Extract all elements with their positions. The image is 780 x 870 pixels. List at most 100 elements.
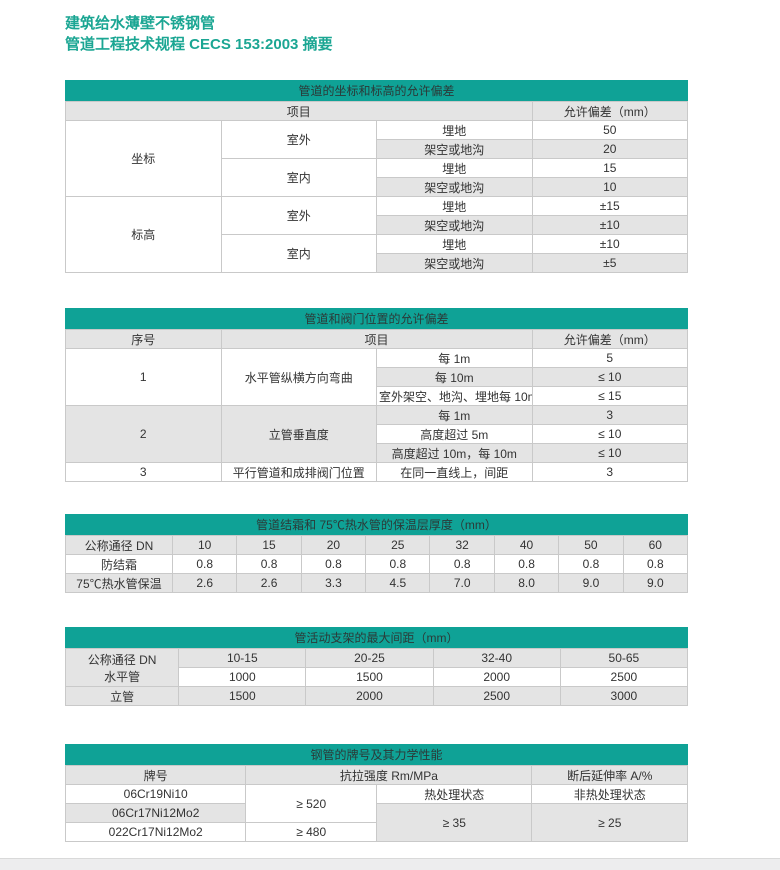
table3-hot-value: 3.3 — [300, 573, 367, 593]
table3-dn: 15 — [236, 535, 302, 555]
table1-indoor-label: 室内 — [220, 158, 377, 197]
table5-header-grade: 牌号 — [64, 765, 247, 785]
table1-value: 50 — [531, 120, 688, 140]
table5-title: 钢管的牌号及其力学性能 — [65, 744, 688, 765]
table2-header-item: 项目 — [220, 329, 533, 349]
table4-horizontal-value: 1000 — [178, 667, 307, 687]
table5-elongation-non-heat: ≥ 25 — [531, 803, 688, 842]
table2-header-no: 序号 — [65, 329, 222, 349]
table1-buried-label: 埋地 — [376, 120, 533, 140]
table2-row1-value: ≤ 10 — [531, 367, 688, 387]
table4-horizontal-value: 1500 — [305, 667, 434, 687]
table2-row2-no: 2 — [65, 405, 222, 463]
table-row: 架空或地沟 ±5 — [66, 253, 688, 273]
table1-group-coordinate: 坐标 — [65, 120, 222, 197]
table3-hot-value: 2.6 — [171, 573, 238, 593]
table1-buried-label: 埋地 — [376, 158, 533, 178]
table1-value: 15 — [531, 158, 688, 178]
document-title-line2: 管道工程技术规程 CECS 153:2003 摘要 — [65, 36, 333, 53]
table1-value: ±10 — [531, 234, 688, 254]
table4-dn-range: 32-40 — [432, 648, 561, 668]
table-row: 坐标 室外 埋地 50 — [65, 120, 688, 197]
table1-outdoor-label: 室外 — [220, 120, 377, 159]
table1-group-elevation: 标高 — [65, 196, 222, 273]
table1-header-deviation: 允许偏差（mm） — [531, 101, 688, 121]
table2-row2-sub: 每 1m — [376, 405, 533, 425]
document-title: 建筑给水薄壁不锈钢管 管道工程技术规程 CECS 153:2003 摘要 — [65, 13, 688, 55]
table3-frost-value: 0.8 — [236, 554, 302, 574]
table3-frost-value: 0.8 — [493, 554, 560, 574]
table3-hot-value: 9.0 — [622, 573, 689, 593]
table-row: 序号 项目 允许偏差（mm） — [65, 329, 688, 349]
table2-header-deviation: 允许偏差（mm） — [531, 329, 688, 349]
table-row: 公称通径 DN 水平管 10-15 20-25 32-40 50-65 — [64, 648, 689, 687]
table-row: 1 水平管纵横方向弯曲 每 1m 5 — [65, 348, 688, 406]
table-row: 防结霜 0.8 0.8 0.8 0.8 0.8 0.8 0.8 0.8 — [65, 554, 689, 574]
table-row: 1000 1500 2000 2500 — [66, 667, 689, 687]
table-row: 标高 室外 埋地 ±15 — [65, 196, 688, 273]
table2-row2-item: 立管垂直度 — [220, 405, 377, 463]
table3-frost-value: 0.8 — [171, 554, 238, 574]
table2-row1-value: ≤ 15 — [531, 386, 688, 406]
table4-vertical-value: 1500 — [178, 686, 307, 706]
table3-dn: 50 — [558, 535, 624, 555]
table3-dn: 25 — [365, 535, 431, 555]
document-title-line1: 建筑给水薄壁不锈钢管 — [65, 15, 216, 32]
table-row: 2 立管垂直度 每 1m 3 — [65, 405, 688, 463]
table1-overhead-label: 架空或地沟 — [376, 177, 533, 197]
table1-value: 10 — [531, 177, 688, 197]
table4-horizontal-value: 2500 — [559, 667, 689, 687]
table1-buried-label: 埋地 — [376, 196, 533, 216]
page-bottom-edge — [0, 858, 780, 870]
table-row: 75℃热水管保温 2.6 2.6 3.3 4.5 7.0 8.0 9.0 9.0 — [65, 573, 689, 593]
table-row: 架空或地沟 10 — [66, 177, 688, 197]
table4-dn-range: 10-15 — [178, 648, 307, 668]
table4-vertical-value: 2500 — [432, 686, 561, 706]
table4-dn-range: 20-25 — [305, 648, 434, 668]
table-row: 室外架空、地沟、埋地每 10m ≤ 15 — [66, 386, 688, 406]
table3: 公称通径 DN 10 15 20 25 32 40 50 60 防结霜 0.8 … — [65, 535, 689, 593]
table2-row2-sub: 高度超过 10m，每 10m — [376, 443, 533, 463]
table2-row3-value: 3 — [531, 462, 688, 482]
table-row: 室内 埋地 ±10 — [66, 234, 688, 273]
table2-title: 管道和阀门位置的允许偏差 — [65, 308, 688, 329]
table-steel-grades-mechanical-properties: 钢管的牌号及其力学性能 牌号 抗拉强度 Rm/MPa 断后延伸率 A/% 06C… — [64, 744, 688, 842]
table3-frost-value: 0.8 — [300, 554, 367, 574]
table5-heat-state: 热处理状态 — [375, 784, 533, 804]
table-row: 每 10m ≤ 10 — [66, 367, 688, 387]
table2-row3-item: 平行管道和成排阀门位置 — [220, 462, 377, 482]
table5-grade: 022Cr17Ni12Mo2 — [64, 822, 247, 842]
table5-header-elongation: 断后延伸率 A/% — [531, 765, 688, 785]
table1-value: ±15 — [531, 196, 688, 216]
table3-hot-value: 7.0 — [429, 573, 495, 593]
table2-row1-sub: 室外架空、地沟、埋地每 10m — [376, 386, 533, 406]
table5-tensile-low: ≥ 480 — [245, 822, 377, 842]
table1-overhead-label: 架空或地沟 — [376, 139, 533, 159]
table-row: 3 平行管道和成排阀门位置 在同一直线上，间距 3 — [65, 462, 688, 482]
table-row: 架空或地沟 20 — [66, 139, 688, 159]
table5-grade: 06Cr17Ni12Mo2 — [64, 803, 247, 823]
table-row: 06Cr19Ni10 ≥ 520 热处理状态 非热处理状态 — [64, 784, 688, 823]
table1-value: ±10 — [531, 215, 688, 235]
table3-frost-value: 0.8 — [429, 554, 495, 574]
table4-dn-label: 公称通径 DN — [87, 652, 157, 667]
table-pipe-valve-position-deviation: 管道和阀门位置的允许偏差 序号 项目 允许偏差（mm） 1 水平管纵横方向弯曲 … — [65, 308, 688, 482]
table-row: 立管 1500 2000 2500 3000 — [64, 686, 689, 706]
table5-grade: 06Cr19Ni10 — [64, 784, 247, 804]
table-support-max-spacing: 管活动支架的最大间距（mm） 公称通径 DN 水平管 10-15 20-25 3… — [64, 627, 689, 706]
table-row: 公称通径 DN 10 15 20 25 32 40 50 60 — [65, 535, 689, 555]
table2-row2-sub: 高度超过 5m — [376, 424, 533, 444]
table1-header-item: 项目 — [65, 101, 533, 121]
table-row: 架空或地沟 ±10 — [66, 215, 688, 235]
table-row: 室内 埋地 15 — [66, 158, 688, 197]
table-coordinate-elevation-deviation: 管道的坐标和标高的允许偏差 项目 允许偏差（mm） 坐标 室外 埋地 50 架空… — [65, 80, 688, 273]
table2-row3-sub: 在同一直线上，间距 — [376, 462, 533, 482]
table5-header-tensile: 抗拉强度 Rm/MPa — [245, 765, 533, 785]
table3-dn: 32 — [429, 535, 495, 555]
table1-overhead-label: 架空或地沟 — [376, 215, 533, 235]
table2-row2-value: 3 — [531, 405, 688, 425]
table3-dn-label: 公称通径 DN — [65, 535, 173, 555]
table-row: 项目 允许偏差（mm） — [65, 101, 688, 121]
table1-overhead-label: 架空或地沟 — [376, 253, 533, 273]
table5-non-heat-state: 非热处理状态 — [531, 784, 688, 804]
